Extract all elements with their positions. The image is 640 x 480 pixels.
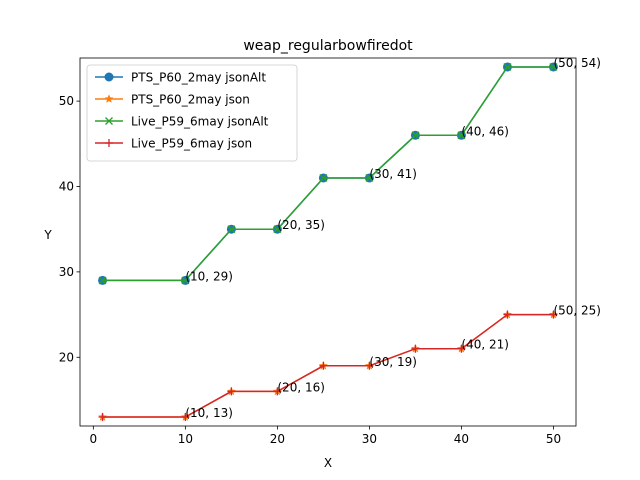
- data-point: [457, 344, 466, 353]
- plot-area: 0 10 20 30 40 50 20 30 40 50 (10, 29) (20, 35) (30, …: [59, 56, 601, 446]
- x-tick-label: 30: [362, 432, 377, 446]
- data-point: [365, 361, 374, 370]
- data-point: [273, 387, 282, 396]
- data-point: [503, 63, 512, 71]
- data-annotation: (50, 54): [553, 56, 601, 70]
- data-point: [503, 310, 512, 319]
- data-annotation: (30, 41): [369, 167, 417, 181]
- legend-label: PTS_P60_2may json: [131, 93, 250, 107]
- y-axis-label: Y: [43, 228, 52, 242]
- x-tick-label: 50: [546, 432, 561, 446]
- legend-marker: [105, 117, 113, 125]
- y-tick-label: 20: [59, 350, 74, 364]
- series-line: [102, 313, 554, 418]
- axes-frame: [79, 57, 577, 427]
- y-tick-label: 50: [59, 94, 74, 108]
- data-point: [411, 131, 420, 140]
- legend-item: Live_P59_6may jsonAlt: [95, 115, 269, 129]
- data-point: [273, 225, 282, 234]
- legend-marker: [104, 72, 114, 82]
- data-point: [549, 310, 558, 319]
- data-point: [319, 361, 328, 370]
- data-point: [181, 276, 190, 285]
- legend-item: PTS_P60_2may jsonAlt: [95, 71, 266, 85]
- data-point: [457, 131, 466, 140]
- data-point: [365, 174, 374, 182]
- series-4: [98, 310, 558, 422]
- x-tick-label: 10: [178, 432, 193, 446]
- data-annotation: (40, 46): [461, 124, 509, 138]
- x-tick-label: 40: [454, 432, 469, 446]
- data-annotation: (50, 25): [553, 304, 601, 318]
- x-tick-label: 20: [270, 432, 285, 446]
- x-axis-label: X: [324, 456, 332, 470]
- series-3: [98, 63, 558, 285]
- data-annotation: (40, 21): [461, 338, 509, 352]
- y-tick-label: 40: [59, 180, 74, 194]
- x-tick-label: 0: [90, 432, 98, 446]
- legend-marker: [105, 139, 113, 147]
- legend: PTS_P60_2may jsonAlt PTS_P60_2may json Liv…: [86, 64, 298, 162]
- legend-label: PTS_P60_2may jsonAlt: [131, 71, 266, 85]
- legend-box: [86, 64, 298, 162]
- data-point: [227, 225, 236, 234]
- legend-item: Live_P59_6may json: [95, 137, 252, 151]
- data-annotation: (20, 16): [277, 380, 325, 394]
- data-point: [411, 344, 420, 353]
- data-point: [227, 387, 236, 396]
- legend-item: PTS_P60_2may json: [95, 93, 250, 107]
- data-point: [181, 413, 190, 422]
- data-point: [98, 413, 107, 422]
- legend-label: Live_P59_6may json: [131, 137, 252, 151]
- series-line: [102, 66, 554, 282]
- legend-label: Live_P59_6may jsonAlt: [131, 115, 269, 129]
- data-annotation: (10, 29): [185, 269, 233, 283]
- data-point: [549, 63, 558, 71]
- data-point: [319, 174, 328, 182]
- data-annotation: (30, 19): [369, 355, 417, 369]
- data-annotation: (20, 35): [277, 218, 325, 232]
- y-tick-label: 30: [59, 265, 74, 279]
- chart-title: weap_regularbowfiredot: [243, 38, 413, 54]
- data-point: [98, 276, 107, 285]
- data-annotation: (10, 13): [185, 406, 233, 420]
- legend-marker: [104, 94, 114, 103]
